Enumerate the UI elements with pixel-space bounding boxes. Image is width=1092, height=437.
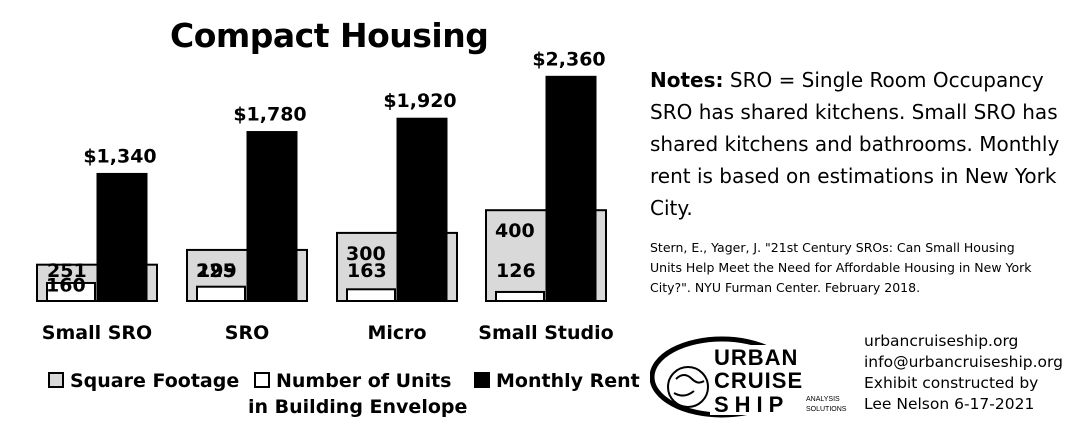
source-citation: Stern, E., Yager, J. "21st Century SROs:…	[650, 240, 1032, 295]
label-square-footage: 225	[196, 260, 236, 282]
label-monthly-rent: $2,360	[532, 48, 605, 70]
legend-label-units-line1: Number of Units	[276, 370, 452, 392]
contact-info: urbancruiseship.org info@urbancruiseship…	[864, 331, 1063, 415]
label-square-footage: 400	[495, 220, 535, 242]
legend-label-square-footage: Square Footage	[70, 370, 240, 392]
notes: Notes: SRO = Single Room Occupancy SRO h…	[650, 64, 1070, 224]
credit-line2: Lee Nelson 6-17-2021	[864, 395, 1035, 413]
notes-body: SRO has shared kitchens. Small SRO has s…	[650, 100, 1060, 220]
logo-text-urban: URBAN	[714, 345, 798, 370]
label-monthly-rent: $1,780	[233, 104, 306, 126]
label-units: 251	[47, 260, 87, 282]
logo-text-ship: SHIP	[714, 392, 789, 417]
email-link[interactable]: info@urbancruiseship.org	[864, 353, 1063, 371]
legend-label-monthly-rent: Monthly Rent	[496, 370, 640, 392]
legend-units: Number of Units in Building Envelope	[248, 368, 467, 420]
label-units: 163	[347, 260, 387, 282]
label-units: 199	[197, 260, 237, 282]
label-monthly-rent: $1,340	[83, 145, 156, 167]
legend-swatch-units	[254, 372, 270, 388]
legend-swatch-monthly-rent	[474, 372, 490, 388]
category-label: SRO	[225, 322, 269, 344]
bar-units	[46, 281, 96, 303]
category-label: Micro	[367, 322, 426, 344]
logo-text-solutions: SOLUTIONS	[806, 406, 847, 413]
bar-monthly-rent	[246, 131, 298, 302]
bar-units	[196, 285, 246, 302]
credit-line1: Exhibit constructed by	[864, 374, 1039, 392]
notes-line1: SRO = Single Room Occupancy	[729, 68, 1044, 92]
category-label: Small Studio	[478, 322, 613, 344]
bar-units	[346, 288, 396, 302]
logo-text-analysis: ANALYSIS	[806, 396, 840, 403]
legend-label-units-line2: in Building Envelope	[248, 396, 468, 418]
legend-swatch-square-footage	[48, 372, 64, 388]
legend-square-footage: Square Footage	[48, 370, 239, 392]
label-square-footage: 160	[46, 275, 86, 297]
category-label: Small SRO	[42, 322, 152, 344]
urban-cruise-ship-logo: URBAN CRUISE SHIP ANALYSIS SOLUTIONS	[650, 336, 847, 418]
chart-title: Compact Housing	[170, 16, 489, 55]
label-square-footage: 300	[346, 243, 386, 265]
globe-icon	[667, 366, 709, 408]
bar-monthly-rent	[396, 117, 448, 302]
website-link[interactable]: urbancruiseship.org	[864, 332, 1019, 350]
legend-monthly-rent: Monthly Rent	[474, 370, 640, 392]
label-monthly-rent: $1,920	[383, 90, 456, 112]
logo-text-cruise: CRUISE	[714, 368, 803, 393]
bar-monthly-rent	[545, 75, 597, 302]
notes-label: Notes:	[650, 68, 724, 92]
label-units: 126	[496, 260, 536, 282]
bar-units	[495, 290, 545, 302]
bar-monthly-rent	[96, 172, 148, 302]
